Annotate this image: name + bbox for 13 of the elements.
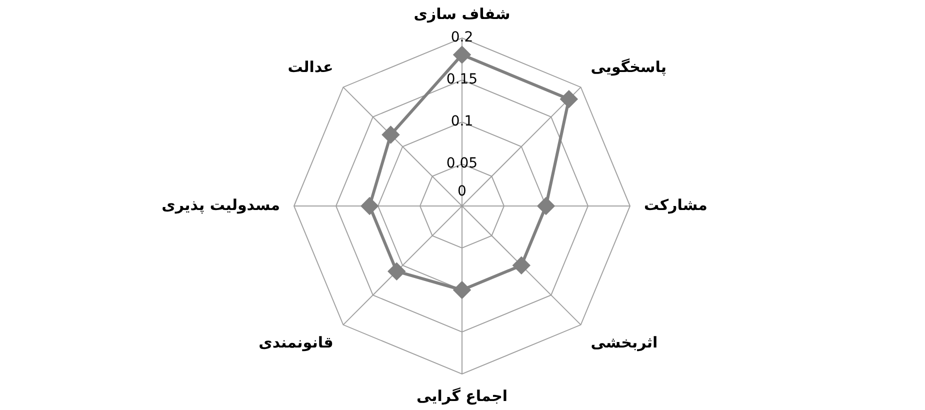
spoke-label: اجماع گرایی (416, 386, 508, 405)
y-tick-label: 0.15 (446, 72, 478, 88)
spoke-label: پاسخگویی (590, 58, 666, 76)
y-tick-label: 0.2 (450, 30, 474, 46)
spoke-label: شفاف سازی (414, 4, 510, 23)
spoke-label: مسدولیت پذیری (162, 196, 280, 214)
y-tick-label: 0 (458, 184, 466, 200)
y-tick-label: 0.05 (446, 156, 478, 172)
y-tick-label: 0.1 (450, 114, 474, 130)
spoke-label: مشارکت (644, 196, 708, 214)
spoke-label: اثربخشی (590, 334, 658, 352)
spoke-label: قانونمندی (258, 334, 334, 352)
spoke-label: عدالت (288, 58, 334, 76)
